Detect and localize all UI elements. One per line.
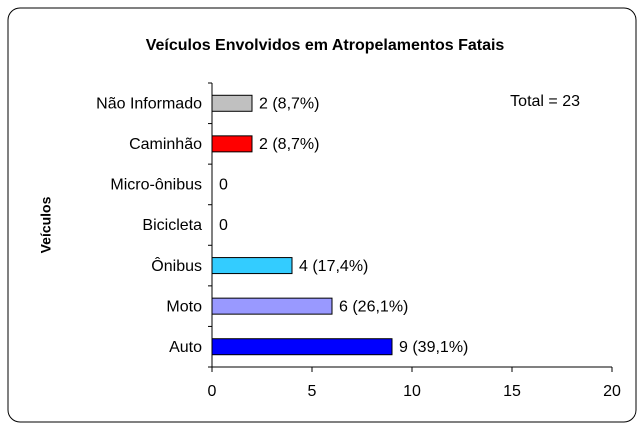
x-tick-label: 20 xyxy=(603,383,621,400)
y-tick-label: Não Informado xyxy=(96,96,202,113)
y-tick-label: Ônibus xyxy=(151,256,202,275)
y-axis-label: Veículos xyxy=(38,196,54,253)
y-tick-label: Caminhão xyxy=(129,136,202,153)
x-tick-label: 15 xyxy=(503,383,521,400)
bar xyxy=(211,135,253,153)
annotation: Total = 23 xyxy=(510,93,580,110)
value-label: 9 (39,1%) xyxy=(399,339,468,356)
bar xyxy=(211,257,293,275)
y-tick-label: Bicicleta xyxy=(142,217,202,234)
y-tick-label: Moto xyxy=(166,298,202,315)
value-label: 0 xyxy=(219,217,228,234)
x-tick-label: 5 xyxy=(308,383,317,400)
x-tick-label: 10 xyxy=(403,383,421,400)
value-label: 4 (17,4%) xyxy=(299,258,368,275)
bar xyxy=(211,94,253,112)
chart-border xyxy=(7,7,637,423)
value-label: 6 (26,1%) xyxy=(339,298,408,315)
y-tick-label: Auto xyxy=(169,339,202,356)
value-label: 0 xyxy=(219,177,228,194)
y-tick-label: Micro-ônibus xyxy=(110,177,202,194)
bar xyxy=(211,338,393,356)
bar xyxy=(211,297,333,315)
value-label: 2 (8,7%) xyxy=(259,96,319,113)
value-label: 2 (8,7%) xyxy=(259,136,319,153)
chart-title: Veículos Envolvidos em Atropelamentos Fa… xyxy=(146,37,505,54)
x-tick-label: 0 xyxy=(208,383,217,400)
